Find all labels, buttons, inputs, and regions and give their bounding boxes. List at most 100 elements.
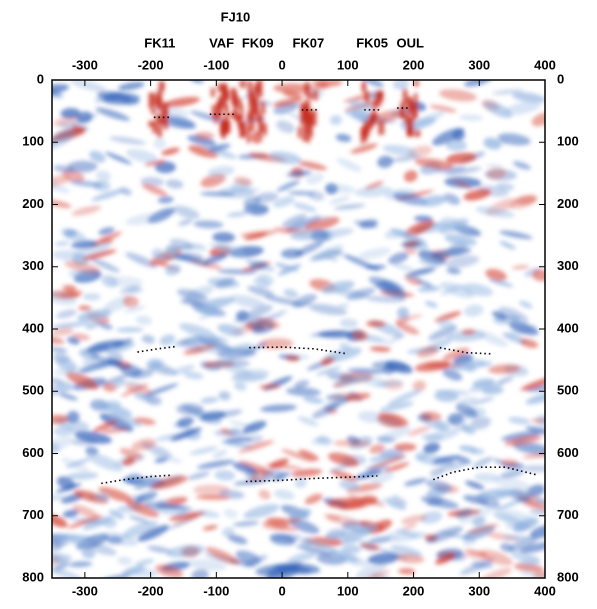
texture (402, 88, 408, 104)
texture (299, 116, 306, 125)
texture (85, 339, 124, 353)
texture (469, 448, 485, 456)
texture (163, 113, 169, 130)
texture (211, 335, 229, 343)
y-tick-label: 800 (557, 569, 579, 584)
texture (332, 439, 372, 447)
texture (122, 457, 136, 466)
texture (417, 285, 441, 293)
texture (390, 545, 423, 557)
y-tick-label: 200 (557, 196, 579, 211)
texture (405, 240, 420, 246)
texture (306, 112, 314, 122)
texture (423, 442, 441, 454)
texture (70, 240, 98, 249)
plot-frame (51, 79, 546, 579)
texture (382, 144, 418, 156)
texture (144, 159, 166, 167)
x-tick-label: -100 (203, 57, 229, 72)
texture (205, 547, 240, 565)
texture (456, 396, 478, 408)
texture (82, 249, 117, 261)
texture (434, 166, 466, 173)
x-tick-label: 300 (468, 57, 490, 72)
texture (187, 135, 216, 146)
y-tick-label: 400 (557, 320, 579, 335)
texture (160, 117, 196, 129)
reflector-line (432, 466, 539, 481)
texture (180, 299, 206, 306)
texture (532, 269, 545, 282)
texture (450, 359, 486, 371)
texture (158, 81, 165, 92)
texture (287, 551, 319, 564)
texture (414, 93, 418, 102)
texture (308, 540, 337, 554)
texture (442, 347, 470, 361)
texture (251, 114, 255, 132)
texture (66, 410, 80, 423)
texture (276, 120, 295, 134)
texture (52, 181, 71, 194)
texture (359, 570, 390, 578)
texture (64, 260, 100, 274)
texture (91, 188, 126, 202)
texture (336, 303, 350, 309)
texture (304, 493, 323, 505)
texture (292, 202, 317, 213)
texture (445, 139, 468, 152)
texture (446, 152, 477, 164)
texture (102, 517, 117, 528)
texture (385, 499, 407, 510)
station-label: FK11 (144, 35, 175, 50)
texture (439, 89, 477, 102)
texture (434, 389, 470, 396)
texture (323, 531, 353, 540)
texture (233, 176, 253, 186)
texture (348, 100, 375, 111)
texture (465, 480, 485, 490)
texture (410, 105, 417, 116)
texture (414, 158, 454, 170)
texture (81, 548, 96, 559)
y-tick-label: 100 (557, 134, 579, 149)
texture (125, 252, 158, 268)
texture (492, 89, 524, 95)
texture (354, 185, 393, 198)
texture (392, 496, 408, 505)
texture (344, 392, 371, 402)
texture (160, 112, 165, 121)
texture (100, 238, 114, 244)
texture (316, 435, 332, 446)
texture (467, 523, 500, 535)
texture (335, 133, 352, 142)
texture (60, 107, 81, 119)
texture (65, 371, 99, 390)
texture (415, 111, 445, 126)
texture (260, 404, 297, 413)
texture (495, 182, 515, 191)
texture (377, 155, 394, 168)
texture (273, 489, 295, 500)
texture (316, 366, 341, 376)
x-tick-label: 200 (403, 583, 425, 598)
texture (389, 228, 427, 244)
texture (469, 416, 491, 430)
y-tick-label: 600 (557, 445, 579, 460)
texture (70, 80, 107, 92)
texture (128, 515, 151, 524)
texture (98, 227, 115, 236)
texture (472, 456, 494, 468)
texture (392, 80, 409, 90)
texture (483, 101, 513, 118)
x-tick-label: 100 (337, 583, 359, 598)
texture (390, 155, 420, 162)
texture (207, 166, 235, 178)
texture (525, 384, 545, 392)
texture (187, 471, 210, 480)
texture (78, 305, 92, 311)
texture (379, 401, 415, 412)
texture (151, 107, 156, 115)
x-tick-label: 0 (278, 57, 285, 72)
texture (243, 203, 269, 215)
